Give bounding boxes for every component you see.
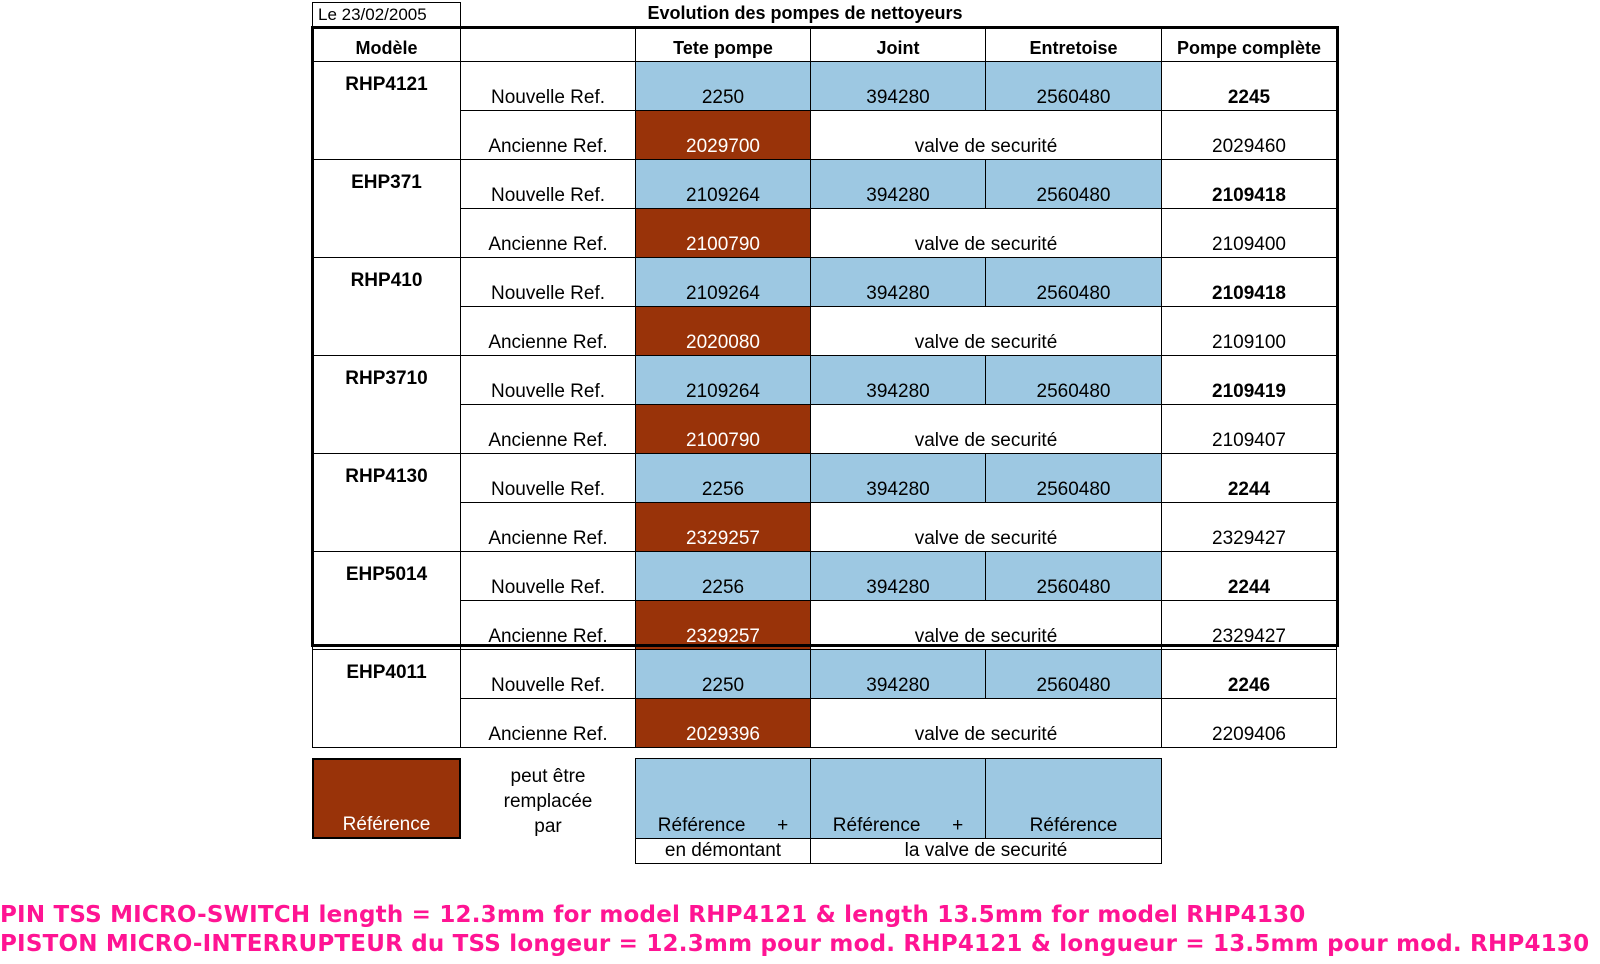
new-entretoise: 2560480 [985,257,1162,307]
old-ref-label: Ancienne Ref. [460,110,636,160]
new-joint: 394280 [810,61,986,111]
new-ref-label: Nouvelle Ref. [460,159,636,209]
old-tete-pompe: 2100790 [635,208,811,258]
note-french: PISTON MICRO-INTERRUPTEUR du TSS longeur… [0,931,1590,957]
new-pompe-complete: 2244 [1161,551,1337,601]
old-valve: valve de securité [810,502,1162,552]
old-valve: valve de securité [810,698,1162,748]
old-valve: valve de securité [810,110,1162,160]
model-cell: EHP5014 [312,551,461,650]
old-ref-label: Ancienne Ref. [460,306,636,356]
old-ref-label: Ancienne Ref. [460,502,636,552]
old-pompe-complete: 2329427 [1161,600,1337,650]
new-ref-label: Nouvelle Ref. [460,453,636,503]
legend-replace-text: peut être remplacée par [462,764,634,839]
new-tete-pompe: 2256 [635,453,811,503]
model-cell: EHP4011 [312,649,461,748]
header-tete-pompe: Tete pompe [635,27,811,62]
new-joint: 394280 [810,453,986,503]
model-cell: RHP4121 [312,61,461,160]
new-ref-label: Nouvelle Ref. [460,355,636,405]
header-entretoise: Entretoise [985,27,1162,62]
new-entretoise: 2560480 [985,551,1162,601]
new-entretoise: 2560480 [985,355,1162,405]
new-tete-pompe: 2109264 [635,159,811,209]
new-tete-pompe: 2250 [635,61,811,111]
model-cell: RHP4130 [312,453,461,552]
legend-blue-3: Référence [985,758,1162,839]
new-ref-label: Nouvelle Ref. [460,551,636,601]
legend-replace-line-1: peut être [510,766,586,787]
new-entretoise: 2560480 [985,159,1162,209]
old-pompe-complete: 2109400 [1161,208,1337,258]
new-pompe-complete: 2109418 [1161,257,1337,307]
old-tete-pompe: 2100790 [635,404,811,454]
new-tete-pompe: 2256 [635,551,811,601]
old-ref-label: Ancienne Ref. [460,208,636,258]
model-cell: RHP410 [312,257,461,356]
old-valve: valve de securité [810,600,1162,650]
legend-blue-2: Référence + [810,758,986,839]
legend-sub-2: la valve de securité [810,838,1162,864]
old-tete-pompe: 2029700 [635,110,811,160]
legend-brown-swatch: Référence [312,758,461,839]
old-valve: valve de securité [810,306,1162,356]
new-joint: 394280 [810,649,986,699]
new-tete-pompe: 2109264 [635,257,811,307]
legend-blue-1: Référence + [635,758,811,839]
header-ref-type [460,27,636,62]
header-joint: Joint [810,27,986,62]
new-joint: 394280 [810,355,986,405]
legend-replace-line-2: remplacée [503,791,593,812]
old-tete-pompe: 2020080 [635,306,811,356]
note-english: PIN TSS MICRO-SWITCH length = 12.3mm for… [0,902,1306,928]
new-entretoise: 2560480 [985,453,1162,503]
old-pompe-complete: 2109407 [1161,404,1337,454]
old-pompe-complete: 2209406 [1161,698,1337,748]
legend-replace-line-3: par [534,816,562,837]
old-pompe-complete: 2029460 [1161,110,1337,160]
new-tete-pompe: 2109264 [635,355,811,405]
new-pompe-complete: 2245 [1161,61,1337,111]
header-pompe-complete: Pompe complète [1161,27,1337,62]
old-ref-label: Ancienne Ref. [460,600,636,650]
old-tete-pompe: 2029396 [635,698,811,748]
new-joint: 394280 [810,257,986,307]
new-entretoise: 2560480 [985,61,1162,111]
old-tete-pompe: 2329257 [635,502,811,552]
old-valve: valve de securité [810,208,1162,258]
old-pompe-complete: 2329427 [1161,502,1337,552]
old-ref-label: Ancienne Ref. [460,698,636,748]
new-entretoise: 2560480 [985,649,1162,699]
new-pompe-complete: 2246 [1161,649,1337,699]
new-ref-label: Nouvelle Ref. [460,257,636,307]
header-model: Modèle [312,27,461,62]
new-pompe-complete: 2244 [1161,453,1337,503]
model-cell: EHP371 [312,159,461,258]
new-pompe-complete: 2109419 [1161,355,1337,405]
new-ref-label: Nouvelle Ref. [460,61,636,111]
page-title: Evolution des pompes de nettoyeurs [647,3,963,23]
date-label: Le 23/02/2005 [312,2,461,27]
old-tete-pompe: 2329257 [635,600,811,650]
new-ref-label: Nouvelle Ref. [460,649,636,699]
old-pompe-complete: 2109100 [1161,306,1337,356]
model-cell: RHP3710 [312,355,461,454]
old-valve: valve de securité [810,404,1162,454]
new-joint: 394280 [810,159,986,209]
new-joint: 394280 [810,551,986,601]
new-tete-pompe: 2250 [635,649,811,699]
old-ref-label: Ancienne Ref. [460,404,636,454]
legend-sub-1: en démontant [635,838,811,864]
new-pompe-complete: 2109418 [1161,159,1337,209]
